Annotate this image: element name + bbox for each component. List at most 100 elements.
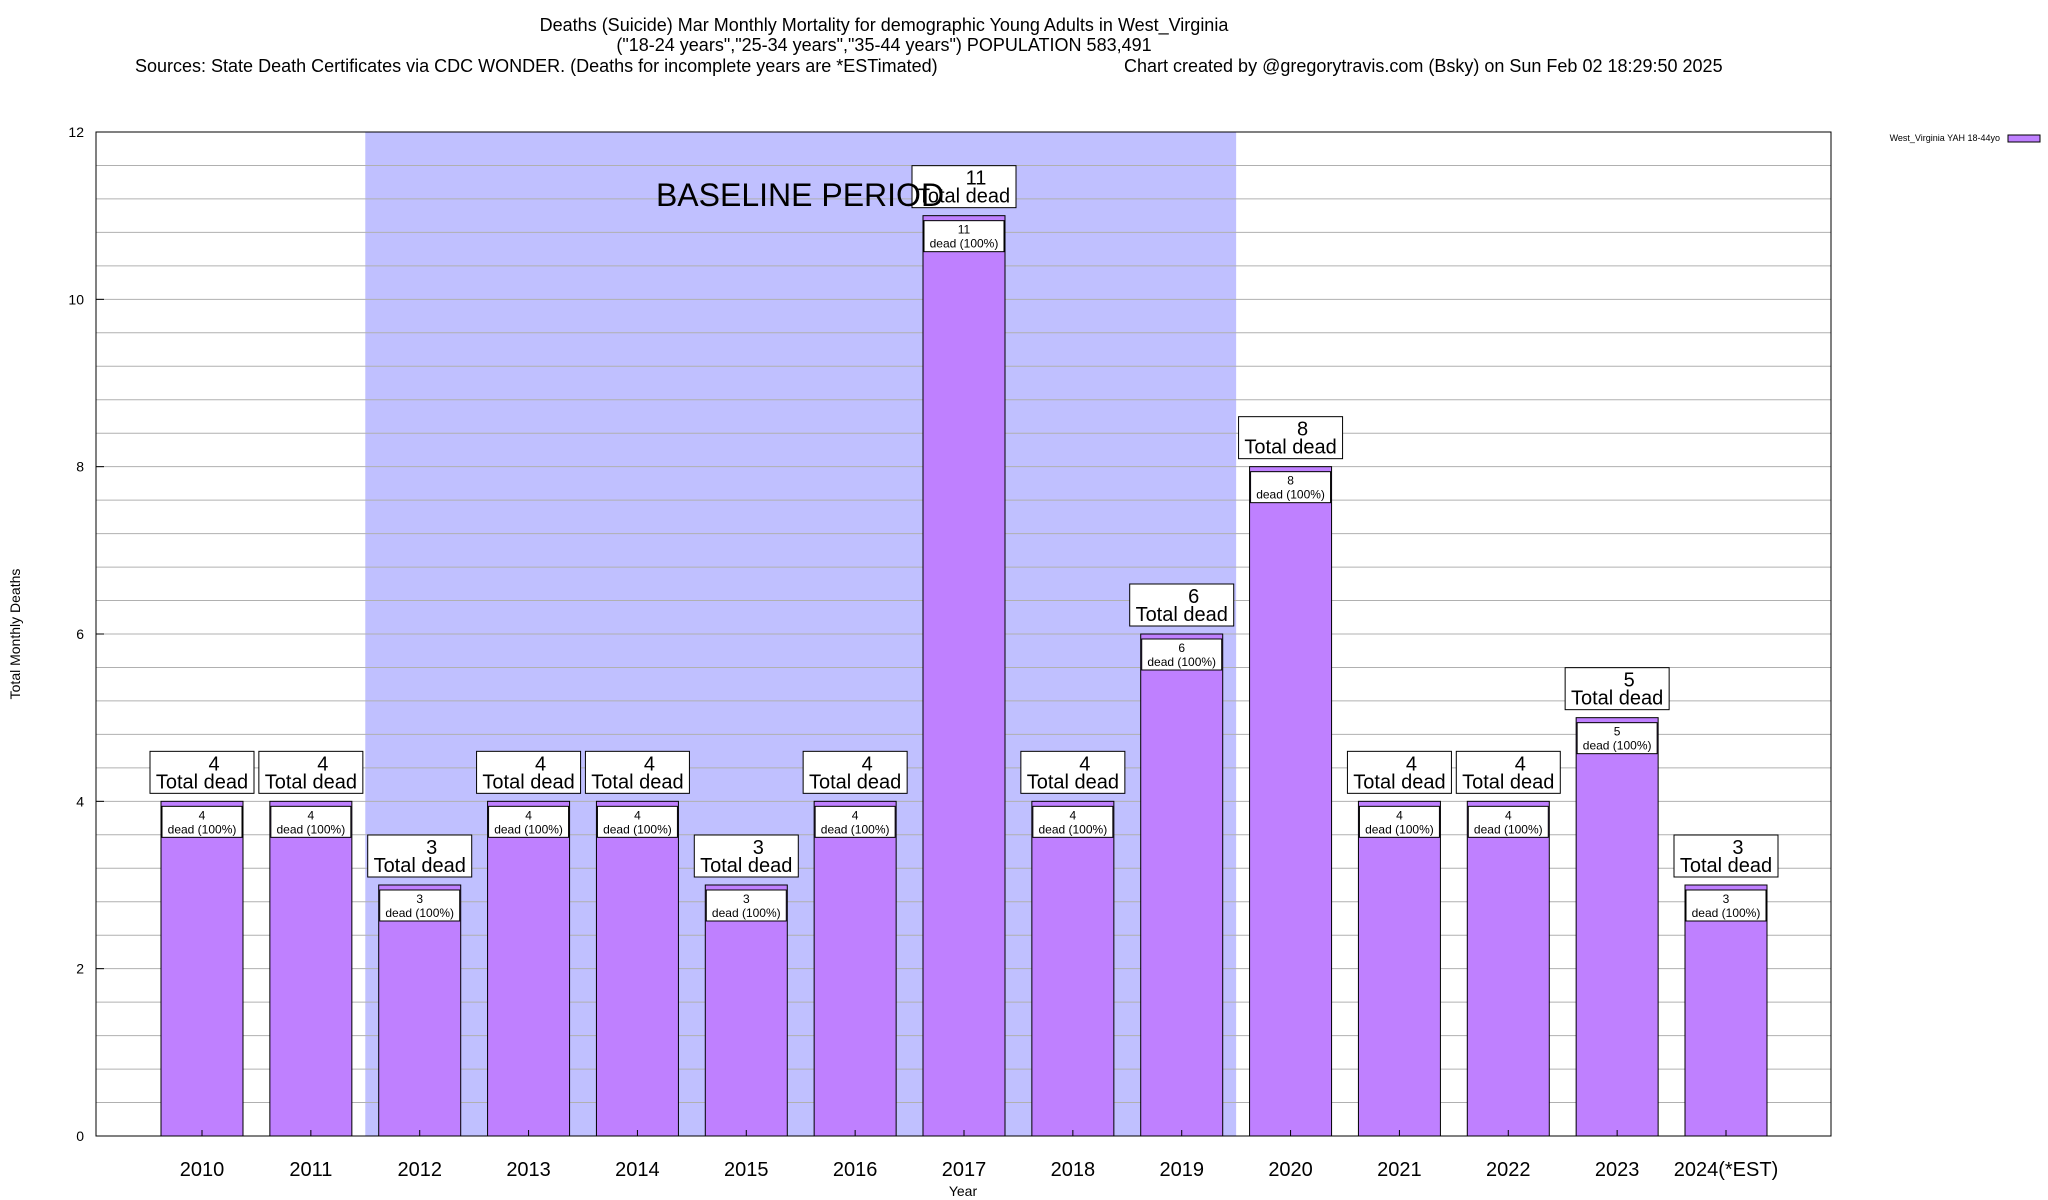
bar-top-label: Total dead <box>1244 437 1336 459</box>
bar <box>1466 800 1550 1137</box>
legend-label: West_Virginia YAH 18-44yo <box>1890 133 2000 143</box>
chart-title: Deaths (Suicide) Mar Monthly Mortality f… <box>540 15 1230 36</box>
y-axis-title: Total Monthly Deaths <box>7 569 23 700</box>
y-tick-label: 2 <box>76 961 84 977</box>
bar-inner-value: 3 <box>743 892 750 906</box>
bar-inner-label-box <box>379 889 461 922</box>
bar-inner-value: 6 <box>1178 641 1185 655</box>
x-tick-label: 2017 <box>942 1159 987 1181</box>
bar-top-label: Total dead <box>591 771 683 793</box>
bar-inner-label-box <box>1250 471 1332 504</box>
bar-top-label-box <box>1129 583 1235 627</box>
bar-top-value: 4 <box>1406 753 1417 775</box>
bar-top-label: Total dead <box>1462 771 1554 793</box>
bar <box>1684 884 1768 1137</box>
bar-top-value: 8 <box>1297 419 1308 441</box>
bar-inner-label-box <box>270 805 352 838</box>
bar <box>1357 800 1441 1137</box>
bar-top-value: 3 <box>1732 837 1743 859</box>
bar-inner-label-box <box>1576 722 1658 755</box>
bar-top-label-box <box>476 750 582 794</box>
bar-top-value: 3 <box>426 837 437 859</box>
x-tick-label: 2024(*EST) <box>1674 1159 1779 1181</box>
bar-inner-label: dead (100%) <box>276 822 345 836</box>
bar <box>704 884 788 1137</box>
bar <box>922 215 1006 1137</box>
bar-top-label: Total dead <box>482 771 574 793</box>
bar-inner-value: 4 <box>1070 808 1077 822</box>
chart-subtitle: ("18-24 years","25-34 years","35-44 year… <box>616 35 1151 55</box>
bar-top-label-box <box>584 750 690 794</box>
bar-inner-value: 11 <box>958 223 971 237</box>
bar-top-label-box <box>1346 750 1452 794</box>
bar-inner-value: 4 <box>634 808 641 822</box>
bar-top-label-box <box>367 834 473 878</box>
bar-inner-label-box <box>814 805 896 838</box>
bar-inner-value: 4 <box>525 808 532 822</box>
bar-inner-value: 3 <box>416 892 423 906</box>
bar-top-label: Total dead <box>1027 771 1119 793</box>
bar-top-value: 4 <box>644 753 655 775</box>
bar-top-label: Total dead <box>1136 604 1228 626</box>
legend-swatch <box>2007 134 2041 143</box>
bar-inner-label-box <box>705 889 787 922</box>
bar-inner-label: dead (100%) <box>1692 906 1761 920</box>
bar <box>1249 466 1333 1137</box>
bar-inner-label: dead (100%) <box>1365 822 1434 836</box>
bar-inner-value: 4 <box>852 808 859 822</box>
baseline-period-label: BASELINE PERIOD <box>656 177 944 213</box>
bar-inner-label: dead (100%) <box>385 906 454 920</box>
bar-inner-label-box <box>1358 805 1440 838</box>
bar <box>378 884 462 1137</box>
x-tick-label: 2020 <box>1268 1159 1313 1181</box>
x-tick-label: 2021 <box>1377 1159 1422 1181</box>
bar-top-label: Total dead <box>374 855 466 877</box>
x-tick-label: 2013 <box>506 1159 551 1181</box>
x-tick-label: 2016 <box>833 1159 878 1181</box>
y-tick-label: 6 <box>76 626 84 642</box>
bar-top-value: 11 <box>966 168 987 190</box>
bar-top-label-box <box>258 750 364 794</box>
y-tick-label: 0 <box>76 1128 84 1144</box>
x-tick-label: 2011 <box>289 1159 332 1181</box>
x-tick-label: 2023 <box>1595 1159 1640 1181</box>
bar-top-value: 5 <box>1624 670 1635 692</box>
x-tick-label: 2012 <box>397 1159 442 1181</box>
bar-top-label-box <box>1673 834 1779 878</box>
bar-top-value: 4 <box>535 753 546 775</box>
x-tick-label: 2010 <box>180 1159 225 1181</box>
bar-top-label: Total dead <box>1353 771 1445 793</box>
legend: West_Virginia YAH 18-44yo <box>1890 133 2041 143</box>
bar-inner-label-box <box>1467 805 1549 838</box>
bar-top-value: 4 <box>1079 753 1090 775</box>
bar-top-label: Total dead <box>1571 688 1663 710</box>
bar-top-label-box <box>693 834 799 878</box>
bar-inner-value: 3 <box>1723 892 1730 906</box>
bar-top-label: Total dead <box>918 186 1010 208</box>
x-tick-label: 2018 <box>1051 1159 1096 1181</box>
bar-inner-value: 4 <box>1396 808 1403 822</box>
bar-inner-label: dead (100%) <box>1583 739 1652 753</box>
bar <box>1575 717 1659 1137</box>
bar-top-label: Total dead <box>1680 855 1772 877</box>
x-tick-label: 2019 <box>1159 1159 1204 1181</box>
bar-top-value: 4 <box>208 753 219 775</box>
y-tick-label: 4 <box>76 793 84 809</box>
x-tick-label: 2014 <box>615 1159 660 1181</box>
y-tick-label: 10 <box>68 291 84 307</box>
bar-inner-value: 8 <box>1287 474 1294 488</box>
chart-sources: Sources: State Death Certificates via CD… <box>135 56 938 76</box>
bar-top-label-box <box>1564 667 1670 711</box>
